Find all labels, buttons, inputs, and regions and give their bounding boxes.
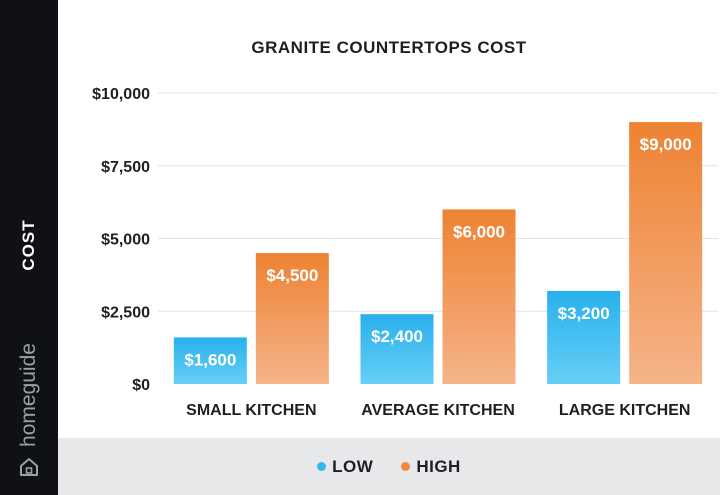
data-label: $4,500 bbox=[266, 266, 318, 285]
y-axis-label: COST bbox=[19, 219, 38, 271]
y-tick-label: $0 bbox=[132, 377, 150, 394]
bar-high-0 bbox=[255, 253, 329, 384]
legend-label-low: LOW bbox=[332, 456, 374, 476]
data-label: $1,600 bbox=[184, 350, 236, 369]
legend-dot-low bbox=[317, 462, 327, 471]
data-label: $6,000 bbox=[453, 222, 505, 241]
bar-high-1 bbox=[442, 209, 516, 384]
y-tick-label: $5,000 bbox=[101, 232, 150, 249]
y-tick-label: $2,500 bbox=[101, 304, 150, 321]
legend-label-high: HIGH bbox=[416, 456, 461, 476]
data-label: $9,000 bbox=[640, 135, 692, 154]
y-tick-label: $7,500 bbox=[101, 159, 150, 176]
legend: LOW HIGH bbox=[58, 438, 720, 495]
data-label: $3,200 bbox=[558, 304, 610, 323]
house-icon bbox=[20, 458, 38, 476]
bar-low-0 bbox=[173, 337, 247, 384]
legend-dot-high bbox=[401, 462, 411, 471]
bar-low-1 bbox=[360, 314, 434, 384]
data-label: $2,400 bbox=[371, 327, 423, 346]
chart-plot: GRANITE COUNTERTOPS COST $0 $2,500 $5,000 $… bbox=[92, 38, 718, 419]
legend-item-low: LOW bbox=[317, 457, 373, 477]
bar-high-2 bbox=[629, 122, 703, 384]
bar-low-2 bbox=[547, 290, 621, 384]
x-tick-label: LARGE KITCHEN bbox=[559, 402, 691, 419]
y-tick-label: $10,000 bbox=[92, 86, 150, 103]
x-tick-label: SMALL KITCHEN bbox=[186, 402, 316, 419]
sidebar: COST homeguide bbox=[0, 0, 58, 495]
x-tick-label: AVERAGE KITCHEN bbox=[361, 402, 515, 419]
legend-item-high: HIGH bbox=[401, 457, 461, 477]
brand-name: homeguide bbox=[17, 343, 40, 447]
chart-title: GRANITE COUNTERTOPS COST bbox=[251, 38, 526, 57]
